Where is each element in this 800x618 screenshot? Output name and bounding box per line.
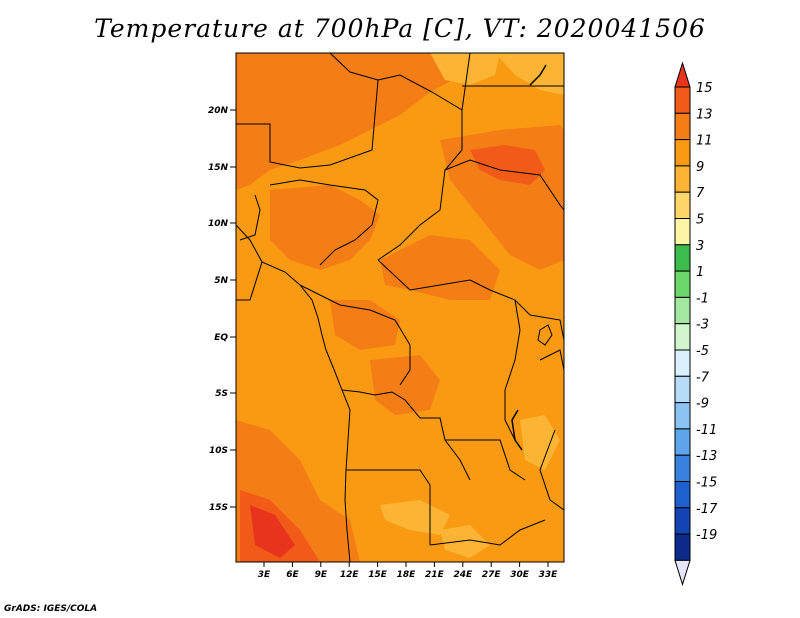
colorbar-swatch xyxy=(674,533,691,561)
colorbar-bottom-arrow xyxy=(674,559,691,587)
red-sea-coast xyxy=(529,64,547,86)
coastline xyxy=(236,224,351,562)
colorbar-swatch xyxy=(674,349,691,377)
map-title: Temperature at 700hPa [C], VT: 202004150… xyxy=(94,14,706,43)
border-cameroon-congo xyxy=(299,284,411,386)
field-east-hot xyxy=(470,145,545,185)
lat-tick-label: 5S xyxy=(215,389,228,399)
field-south-cool xyxy=(380,500,450,535)
colorbar-label: 11 xyxy=(696,134,713,149)
border-mozambique xyxy=(539,429,564,511)
colorbar-label: 15 xyxy=(696,81,713,96)
lat-tick-label: 10N xyxy=(208,219,229,229)
border-chad-sudan xyxy=(444,159,564,211)
lon-tick-label: 9E xyxy=(315,570,328,580)
border-nigeria xyxy=(269,179,379,266)
lon-tick-label: 3E xyxy=(258,570,271,580)
lat-tick-label: 5N xyxy=(214,276,228,286)
lon-tick-label: 33E xyxy=(539,570,559,580)
colorbar-label: 7 xyxy=(696,186,705,201)
country-borders xyxy=(236,53,564,562)
colorbar-swatch xyxy=(674,191,691,219)
colorbar-swatch xyxy=(674,139,691,167)
colorbar-swatch xyxy=(674,481,691,509)
colorbar-label: 5 xyxy=(696,213,704,228)
colorbar-label: 13 xyxy=(696,107,713,122)
colorbar-swatch xyxy=(674,296,691,325)
field-south-cool-2 xyxy=(440,525,490,558)
colorbar-swatch xyxy=(674,454,691,483)
colorbar-label: -1 xyxy=(696,291,709,306)
colorbar-swatch xyxy=(674,428,691,456)
latitude-axis: 20N 15N 10N 5N EQ 5S 10S 15S xyxy=(208,106,236,513)
field-car-warm xyxy=(380,235,500,300)
colorbar-label: -13 xyxy=(696,449,717,464)
colorbar-label: 9 xyxy=(696,160,704,175)
border-niger-chad xyxy=(377,74,463,261)
lake-victoria xyxy=(537,324,553,346)
border-angola-namibia xyxy=(346,469,431,545)
lon-tick-label: 6E xyxy=(286,570,299,580)
lon-tick-label: 27E xyxy=(482,570,502,580)
colorbar-label: -3 xyxy=(696,318,709,333)
colorbar-label: -17 xyxy=(696,502,718,517)
colorbar-swatch xyxy=(674,402,691,430)
colorbar-label: 1 xyxy=(696,265,704,280)
colorbar-swatch xyxy=(674,86,691,114)
lon-tick-label: 18E xyxy=(397,570,417,580)
border-algeria-niger xyxy=(236,53,379,169)
lon-tick-label: 21E xyxy=(425,570,445,580)
lat-tick-label: EQ xyxy=(214,333,228,343)
lon-tick-label: 24E xyxy=(453,570,473,580)
lon-tick-label: 30E xyxy=(510,570,530,580)
temperature-field xyxy=(236,53,564,562)
colorbar: 15 13 11 9 7 5 3 1 -1 -3 -5 -7 -9 -11 -13 -15 -17 -19 xyxy=(674,61,718,587)
lon-tick-label: 12E xyxy=(340,570,360,580)
colorbar-label: -15 xyxy=(696,476,717,491)
border-drc-angola xyxy=(341,389,471,481)
border-west-africa xyxy=(236,261,263,301)
border-kenya xyxy=(539,349,564,371)
map-frame xyxy=(235,52,565,563)
colorbar-top-arrow xyxy=(674,61,691,88)
field-central-warm xyxy=(270,185,380,270)
colorbar-swatch xyxy=(674,270,691,298)
colorbar-swatch xyxy=(674,218,691,246)
colorbar-label: -5 xyxy=(696,344,709,359)
border-uganda xyxy=(529,314,564,341)
border-libya-chad xyxy=(461,53,471,111)
colorbar-swatch xyxy=(674,375,691,404)
field-gabon-warm xyxy=(330,300,400,350)
lake-tanganyika xyxy=(511,409,523,451)
border-benin xyxy=(239,194,261,241)
colorbar-label: -7 xyxy=(696,370,710,385)
colorbar-label: -11 xyxy=(696,423,717,438)
colorbar-label: 3 xyxy=(696,239,704,254)
lat-tick-label: 20N xyxy=(208,106,229,116)
grads-credit: GrADS: IGES/COLA xyxy=(4,604,98,614)
lat-tick-label: 15S xyxy=(209,503,228,513)
field-congo-warm xyxy=(370,355,440,415)
field-north-warm xyxy=(236,53,470,190)
border-zambia-zimbabwe xyxy=(429,519,546,546)
colorbar-swatch xyxy=(674,323,691,351)
field-northeast-cool xyxy=(495,53,564,95)
border-zambia xyxy=(445,439,526,481)
colorbar-swatch xyxy=(674,507,691,535)
colorbar-swatch xyxy=(674,112,691,141)
colorbar-label: -19 xyxy=(696,528,717,543)
colorbar-swatch xyxy=(674,244,691,272)
lon-tick-label: 15E xyxy=(368,570,388,580)
field-southwest-hottest xyxy=(250,505,295,558)
field-north-cool xyxy=(430,53,500,85)
field-southeast-cool xyxy=(520,415,560,470)
lat-tick-label: 15N xyxy=(208,163,229,173)
border-great-lakes xyxy=(504,299,521,441)
lat-tick-label: 10S xyxy=(209,446,228,456)
longitude-axis: 3E 6E 9E 12E 15E 18E 21E 24E 27E 30E 33E xyxy=(258,562,558,580)
colorbar-label: -9 xyxy=(696,397,709,412)
colorbar-swatch xyxy=(674,165,691,193)
